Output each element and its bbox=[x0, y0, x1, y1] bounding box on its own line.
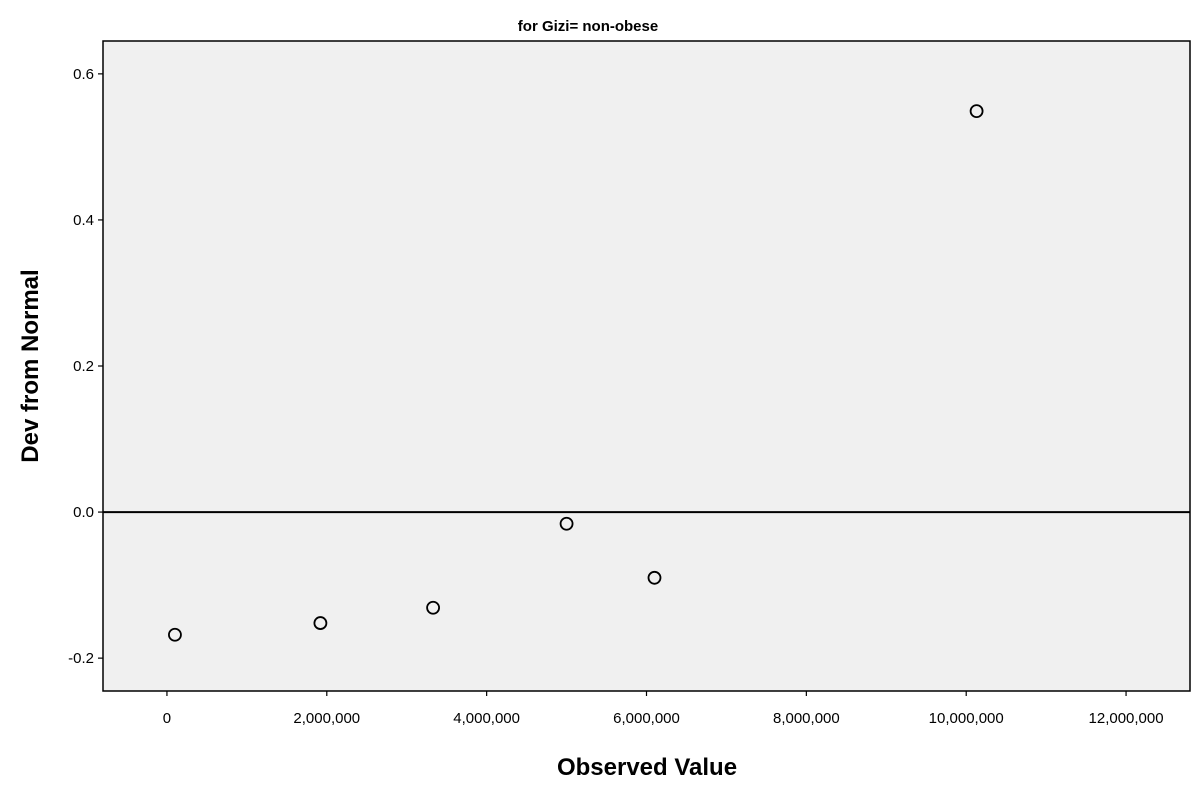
x-tick-label: 8,000,000 bbox=[773, 710, 840, 727]
y-tick-label: 0.4 bbox=[73, 212, 94, 229]
y-tick-label: 0.6 bbox=[73, 66, 94, 83]
data-point bbox=[647, 570, 662, 585]
data-point bbox=[313, 616, 328, 630]
plot-area bbox=[102, 40, 1191, 692]
x-axis: 0 2,000,000 4,000,000 6,000,000 8,000,000 10,… bbox=[163, 691, 1164, 727]
x-tick-label: 4,000,000 bbox=[453, 710, 520, 727]
chart-title: for Gizi= non-obese bbox=[518, 18, 658, 35]
y-axis-label: Dev from Normal bbox=[17, 269, 44, 462]
x-tick-label: 10,000,000 bbox=[929, 710, 1004, 727]
y-tick-label: 0.0 bbox=[73, 504, 94, 521]
y-axis: -0.2 0.0 0.2 0.4 0.6 bbox=[68, 66, 103, 667]
data-point bbox=[168, 627, 182, 642]
data-point bbox=[969, 104, 984, 119]
x-tick-label: 6,000,000 bbox=[613, 710, 680, 727]
data-point bbox=[426, 600, 440, 615]
x-tick-label: 0 bbox=[163, 710, 171, 727]
y-tick-label: -0.2 bbox=[68, 650, 94, 667]
x-tick-label: 12,000,000 bbox=[1089, 710, 1164, 727]
x-axis-label: Observed Value bbox=[557, 754, 737, 781]
y-tick-label: 0.2 bbox=[73, 358, 94, 375]
x-tick-label: 2,000,000 bbox=[293, 710, 360, 727]
data-points bbox=[168, 104, 984, 642]
data-point bbox=[559, 516, 574, 531]
